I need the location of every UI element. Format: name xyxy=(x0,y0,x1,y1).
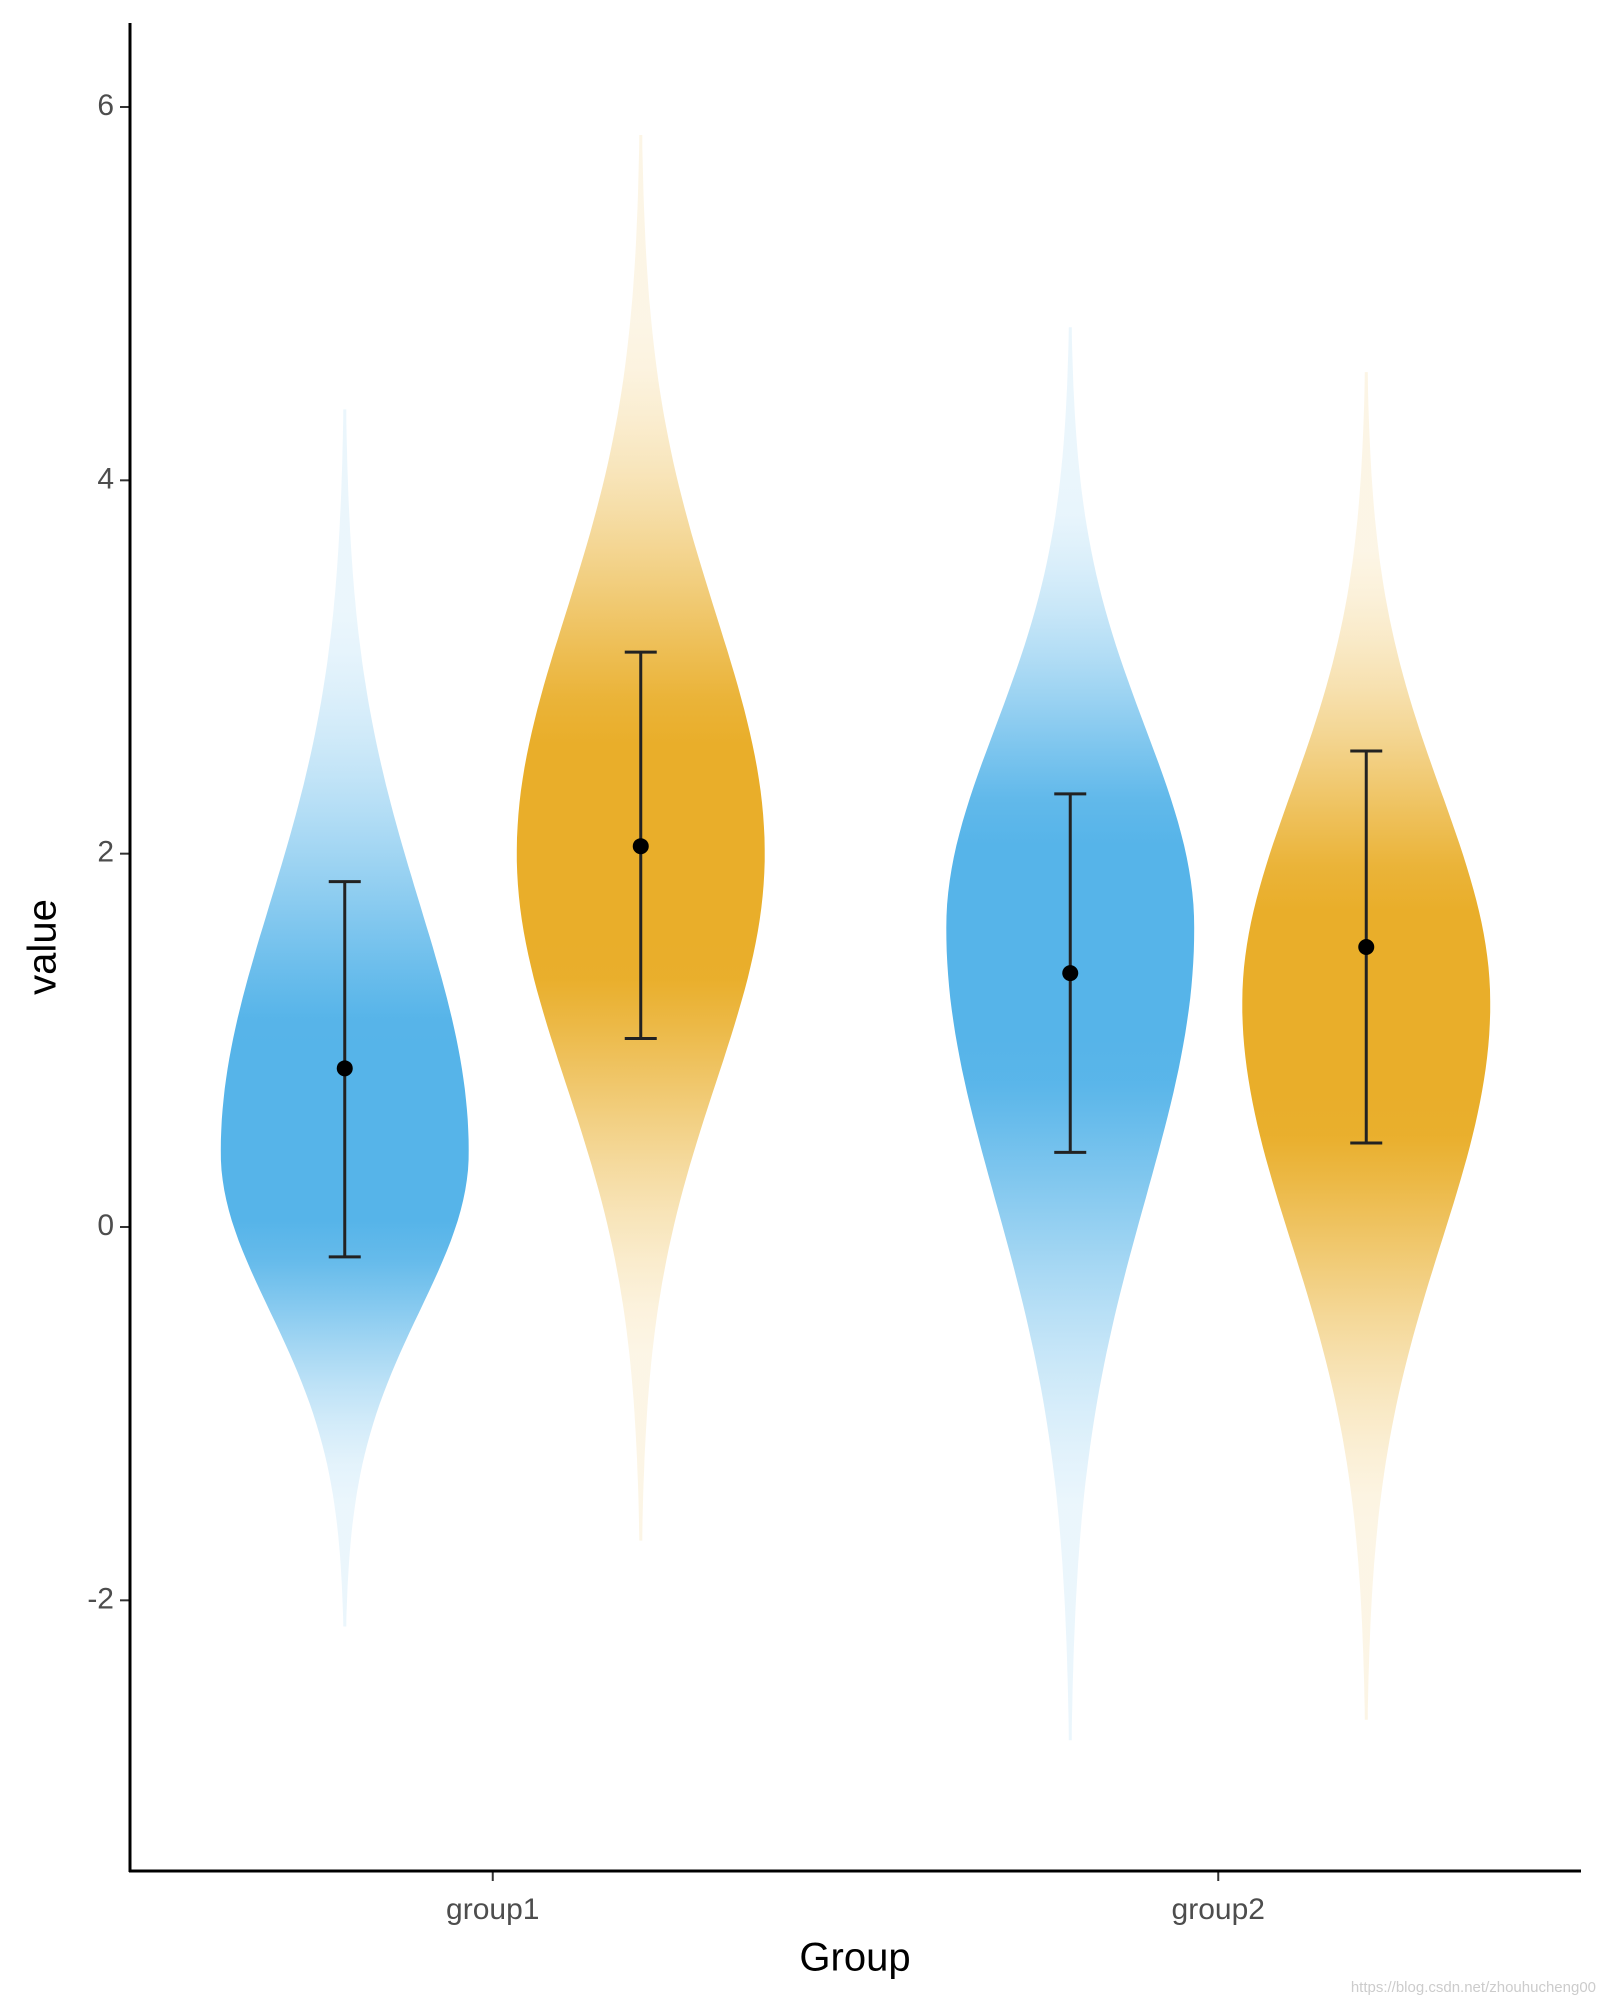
mean-point xyxy=(632,838,649,855)
mean-point xyxy=(1062,965,1079,982)
y-tick-label: 2 xyxy=(97,836,114,869)
y-tick-label: 0 xyxy=(97,1209,114,1242)
mean-point xyxy=(1358,939,1375,955)
y-axis-title: value xyxy=(21,899,65,995)
x-axis-title: Group xyxy=(799,1936,910,1980)
y-tick-label: -2 xyxy=(87,1582,114,1615)
y-tick-label: 4 xyxy=(97,462,114,495)
y-tick-label: 6 xyxy=(97,89,114,122)
x-tick-label: group1 xyxy=(446,1893,539,1926)
x-tick-label: group2 xyxy=(1172,1893,1265,1926)
watermark: https://blog.csdn.net/zhouhucheng00 xyxy=(1351,1979,1596,1996)
mean-point xyxy=(336,1060,353,1077)
